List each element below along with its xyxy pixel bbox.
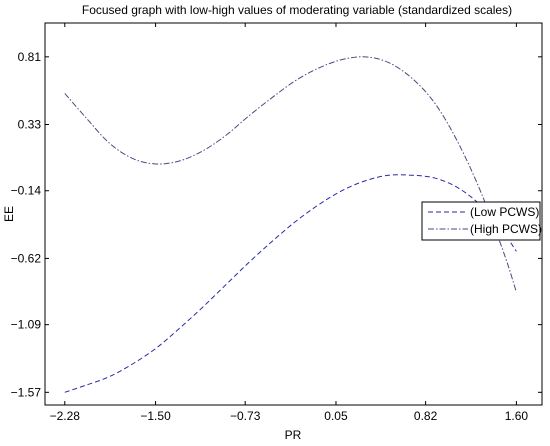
legend: (Low PCWS) (High PCWS): [421, 201, 542, 241]
y-tick-label: 0.33: [18, 117, 42, 131]
x-tick-label: −2.28: [50, 409, 81, 423]
x-axis-label: PR: [285, 428, 302, 442]
x-tick-label: −0.73: [230, 409, 261, 423]
series-layer: [64, 56, 517, 393]
x-tick-label: −1.50: [140, 409, 171, 423]
x-tick-label: 0.82: [414, 409, 438, 423]
y-tick-label: −0.14: [11, 184, 42, 198]
legend-label-high-pcws: (High PCWS): [470, 222, 542, 236]
y-tick-label: −1.09: [11, 318, 42, 332]
y-tick-label: 0.81: [18, 50, 42, 64]
chart-title: Focused graph with low-high values of mo…: [82, 3, 512, 17]
y-tick-label: −0.62: [11, 251, 42, 265]
legend-label-low-pcws: (Low PCWS): [470, 205, 539, 219]
x-tick-label: 1.60: [505, 409, 529, 423]
legend-box: [421, 201, 541, 241]
series-line-high-pcws: [64, 56, 517, 293]
y-axis-label: EE: [2, 206, 16, 222]
series-line-low-pcws: [64, 174, 517, 393]
y-tick-label: −1.57: [11, 385, 42, 399]
axis-ticks: −2.28 −1.50 −0.73 0.05 0.82 1.60 0.81 0.33 −0.14…: [11, 23, 542, 423]
x-tick-label: 0.05: [324, 409, 348, 423]
